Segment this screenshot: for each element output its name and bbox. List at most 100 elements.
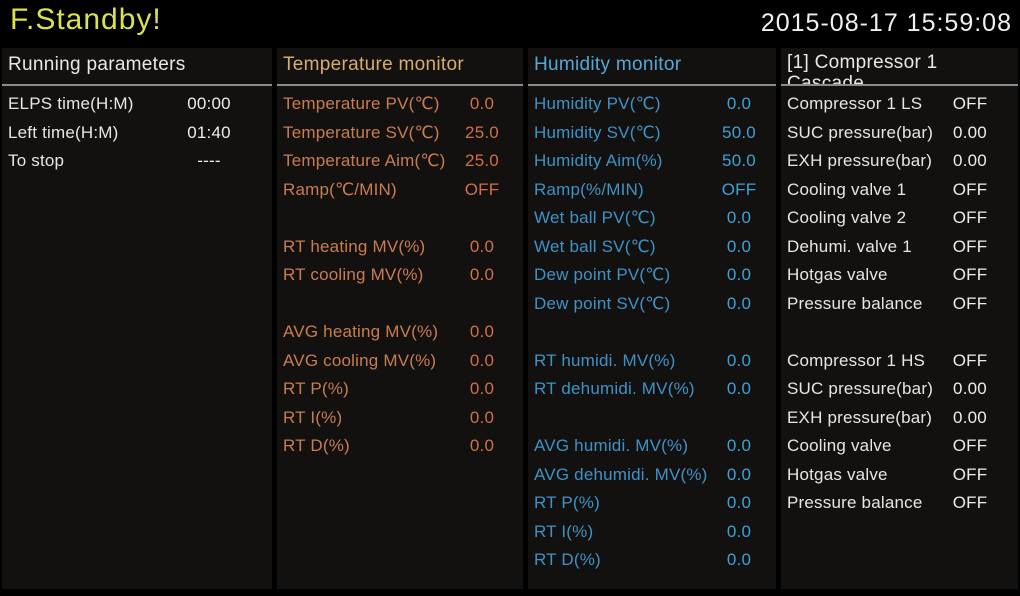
param-row: RT P(%) 0.0: [528, 489, 776, 518]
param-row: RT humidi. MV(%) 0.0: [528, 347, 776, 376]
param-value: 0.0: [726, 379, 752, 398]
top-status-bar: F.Standby! 2015-08-17 15:59:08: [0, 0, 1020, 48]
param-value: 0.0: [469, 379, 495, 398]
panel-title: Temperature monitor: [277, 48, 523, 86]
param-row: Wet ball SV(℃) 0.0: [528, 233, 776, 262]
param-value: 00:00: [187, 94, 231, 113]
param-value: 50.0: [722, 122, 756, 142]
param-value: 0.0: [726, 521, 752, 541]
panel-title: Humidity monitor: [528, 48, 776, 86]
param-value: 01:40: [187, 122, 231, 142]
param-value: 25.0: [465, 151, 499, 170]
param-value: OFF: [952, 236, 988, 256]
param-row: RT cooling MV(%) 0.0: [277, 261, 523, 290]
param-row: To stop ----: [2, 147, 272, 176]
param-row: Wet ball PV(℃) 0.0: [528, 204, 776, 233]
param-label: AVG heating MV(%): [283, 322, 439, 341]
param-row: Temperature SV(℃) 25.0: [277, 119, 523, 148]
param-row: Left time(H:M) 01:40: [2, 119, 272, 148]
param-row: EXH pressure(bar) 0.00: [781, 404, 1018, 433]
param-label: Dew point PV(℃): [534, 265, 671, 284]
param-row: ELPS time(H:M) 00:00: [2, 90, 272, 119]
spacer-row: [528, 404, 776, 433]
param-value: OFF: [721, 179, 757, 199]
param-label: Humidity PV(℃): [534, 94, 661, 113]
param-value: OFF: [952, 179, 988, 199]
panel-running-parameters: Running parameters ELPS time(H:M) 00:00 L…: [2, 48, 272, 589]
param-row: Pressure balance OFF: [781, 489, 1018, 518]
param-value: OFF: [952, 208, 988, 227]
panel-humidity-monitor: Humidity monitor Humidity PV(℃) 0.0 Humid…: [528, 48, 776, 589]
param-value: 0.0: [469, 265, 495, 284]
param-label: Temperature SV(℃): [283, 122, 440, 142]
param-label: Cooling valve 1: [787, 179, 907, 199]
param-value: OFF: [952, 94, 988, 113]
param-label: Humidity SV(℃): [534, 122, 661, 142]
param-value: ----: [197, 151, 221, 170]
panel-title: [1] Compressor 1 Cascade: [781, 48, 1018, 86]
param-row: RT I(%) 0.0: [528, 518, 776, 547]
param-row: Ramp(℃/MIN) OFF: [277, 176, 523, 205]
param-row: Pressure balance OFF: [781, 290, 1018, 319]
param-row: Dehumi. valve 1 OFF: [781, 233, 1018, 262]
param-value: 0.0: [726, 436, 752, 455]
param-value: 50.0: [722, 151, 756, 170]
param-label: RT dehumidi. MV(%): [534, 379, 695, 398]
param-label: AVG dehumidi. MV(%): [534, 464, 708, 484]
spacer-row: [277, 204, 523, 233]
param-row: Temperature PV(℃) 0.0: [277, 90, 523, 119]
param-label: Dew point SV(℃): [534, 293, 671, 313]
param-row: Temperature Aim(℃) 25.0: [277, 147, 523, 176]
param-value: OFF: [952, 436, 988, 455]
param-label: Hotgas valve: [787, 265, 888, 284]
param-value: OFF: [952, 493, 988, 512]
panel-temperature-monitor: Temperature monitor Temperature PV(℃) 0.0…: [277, 48, 523, 589]
param-row: AVG humidi. MV(%) 0.0: [528, 432, 776, 461]
param-label: Compressor 1 HS: [787, 350, 926, 370]
panel-title-line1: [1] Compressor 1: [787, 52, 938, 73]
param-value: OFF: [464, 179, 500, 199]
param-row: SUC pressure(bar) 0.00: [781, 375, 1018, 404]
param-label: Ramp(℃/MIN): [283, 179, 397, 199]
param-row: Humidity PV(℃) 0.0: [528, 90, 776, 119]
param-label: RT humidi. MV(%): [534, 350, 676, 370]
param-value: 0.0: [469, 350, 495, 370]
param-label: RT D(%): [534, 550, 601, 569]
param-label: Temperature Aim(℃): [283, 151, 446, 170]
running-parameters-list: ELPS time(H:M) 00:00 Left time(H:M) 01:40 …: [2, 90, 272, 176]
param-value: 0.00: [953, 151, 987, 170]
param-label: Humidity Aim(%): [534, 151, 663, 170]
param-label: SUC pressure(bar): [787, 379, 934, 398]
param-row: Compressor 1 LS OFF: [781, 90, 1018, 119]
param-row: Hotgas valve OFF: [781, 261, 1018, 290]
param-row: AVG heating MV(%) 0.0: [277, 318, 523, 347]
param-value: 0.0: [726, 265, 752, 284]
temperature-parameters-list: Temperature PV(℃) 0.0 Temperature SV(℃) 25…: [277, 90, 523, 461]
param-row: RT P(%) 0.0: [277, 375, 523, 404]
param-row: Cooling valve OFF: [781, 432, 1018, 461]
param-label: Pressure balance: [787, 293, 923, 313]
param-row: RT I(%) 0.0: [277, 404, 523, 433]
param-value: 0.0: [726, 350, 752, 370]
param-row: RT dehumidi. MV(%) 0.0: [528, 375, 776, 404]
panel-compressor-cascade: [1] Compressor 1 Cascade Compressor 1 LS…: [781, 48, 1018, 589]
param-row: EXH pressure(bar) 0.00: [781, 147, 1018, 176]
param-value: OFF: [952, 265, 988, 284]
datetime-display: 2015-08-17 15:59:08: [760, 9, 1012, 37]
param-value: 0.0: [726, 550, 752, 569]
param-value: OFF: [952, 464, 988, 484]
param-label: Wet ball PV(℃): [534, 208, 656, 227]
param-label: Wet ball SV(℃): [534, 236, 656, 256]
param-label: Dehumi. valve 1: [787, 236, 912, 256]
spacer-row: [528, 318, 776, 347]
param-label: RT I(%): [534, 521, 594, 541]
param-row: Dew point SV(℃) 0.0: [528, 290, 776, 319]
param-row: RT heating MV(%) 0.0: [277, 233, 523, 262]
param-label: Hotgas valve: [787, 464, 888, 484]
param-label: AVG humidi. MV(%): [534, 436, 689, 455]
param-value: 0.0: [469, 407, 495, 427]
param-label: EXH pressure(bar): [787, 151, 933, 170]
param-row: Cooling valve 2 OFF: [781, 204, 1018, 233]
param-label: RT cooling MV(%): [283, 265, 424, 284]
param-value: 0.0: [726, 493, 752, 512]
